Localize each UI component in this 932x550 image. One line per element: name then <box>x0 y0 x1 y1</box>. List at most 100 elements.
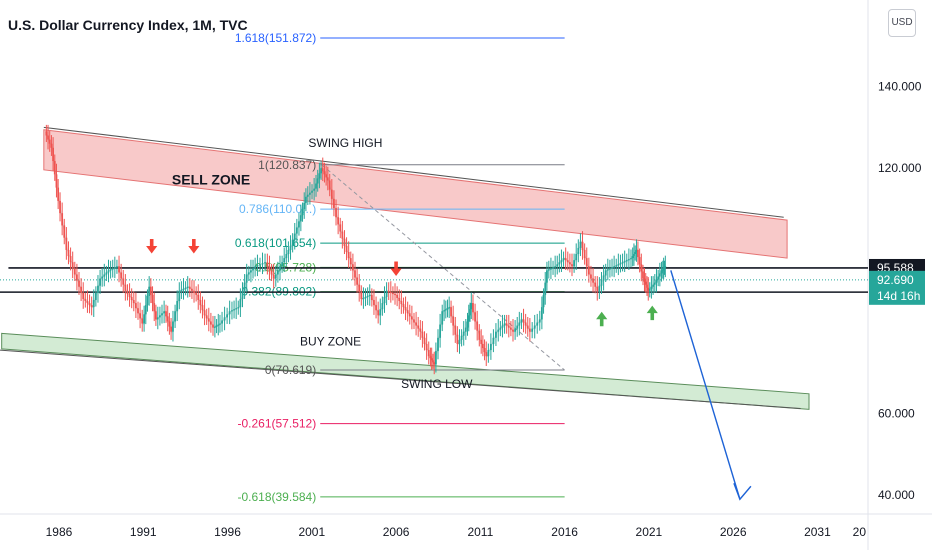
candle-body <box>590 274 592 279</box>
sell-zone <box>43 129 788 259</box>
candle-body <box>544 282 547 295</box>
candle-body <box>402 304 405 308</box>
candle-body <box>638 257 641 265</box>
fib-level-label: -0.261(57.512) <box>237 417 316 431</box>
candle-body <box>354 270 356 278</box>
candle-body <box>349 258 352 265</box>
x-tick-label: 2001 <box>298 525 325 539</box>
candle-body <box>583 249 586 259</box>
candle-body <box>568 262 571 265</box>
candle-body <box>328 180 331 190</box>
candle-body <box>366 295 369 298</box>
candle-body <box>617 264 620 266</box>
candle-body <box>209 321 212 325</box>
candle-body <box>540 307 543 320</box>
candle-body <box>505 323 508 326</box>
candle-body <box>648 288 651 291</box>
candle-body <box>441 311 444 325</box>
candle-body <box>547 269 550 271</box>
x-tick-label: 20 <box>853 525 867 539</box>
projection-line <box>670 270 741 500</box>
candle-body <box>489 343 492 351</box>
candle-body <box>456 334 459 344</box>
candle-body <box>274 274 277 279</box>
candle-body <box>536 322 539 326</box>
candle-body <box>492 337 495 344</box>
candle-body <box>99 278 101 286</box>
candle-body <box>184 287 187 289</box>
candle-body <box>272 274 275 279</box>
candle-body <box>533 325 536 329</box>
candle-body <box>174 311 176 322</box>
candle-body <box>635 249 638 252</box>
candle-body <box>92 300 95 308</box>
price-series-line <box>45 131 667 366</box>
candle-body <box>120 272 123 279</box>
candle-body <box>97 285 99 293</box>
candle-body <box>410 316 413 320</box>
x-tick-label: 1991 <box>130 525 157 539</box>
candle-body <box>254 266 257 269</box>
candle-body <box>425 343 428 351</box>
candle-body <box>231 310 233 312</box>
candle-body <box>295 227 298 234</box>
candle-body <box>554 266 557 268</box>
candle-body <box>203 310 206 316</box>
fib-level-label: 0.618(101.654) <box>235 236 316 250</box>
candle-body <box>309 192 311 195</box>
fib-level-label: -0.618(39.584) <box>237 490 316 504</box>
candle-body <box>65 237 68 250</box>
candle-body <box>101 276 104 279</box>
candle-body <box>368 294 371 297</box>
candle-body <box>94 292 97 301</box>
candle-body <box>128 293 131 297</box>
candle-body <box>472 303 474 313</box>
candle-body <box>552 267 554 269</box>
candle-body <box>396 294 399 298</box>
candle-body <box>542 294 545 308</box>
candle-body <box>330 189 333 199</box>
candle-body <box>439 324 442 338</box>
candle-body <box>199 300 202 306</box>
candle-body <box>197 294 200 301</box>
candle-body <box>276 270 279 275</box>
candle-body <box>233 309 235 311</box>
candle-body <box>52 147 54 162</box>
candle-body <box>501 325 504 328</box>
candle-body <box>213 326 216 328</box>
candle-body <box>118 266 120 273</box>
candle-body <box>480 339 483 344</box>
candle-body <box>663 267 666 269</box>
candle-body <box>526 325 529 329</box>
candle-body <box>634 251 637 255</box>
projection-arrowhead <box>733 483 752 501</box>
candle-body <box>193 290 195 293</box>
candle-body <box>132 300 135 304</box>
candle-body <box>408 313 411 317</box>
candle-body <box>647 287 650 291</box>
candle-body <box>126 290 129 294</box>
candle-body <box>653 282 656 285</box>
last-price-tag: 92.690 <box>877 273 914 287</box>
support-trendline <box>0 349 801 410</box>
candle-body <box>658 273 661 277</box>
candle-body <box>627 259 630 261</box>
candle-body <box>413 319 415 323</box>
candle-body <box>215 325 218 327</box>
candle-body <box>643 278 646 282</box>
candle-body <box>347 251 350 259</box>
candle-body <box>495 331 497 338</box>
candle-body <box>485 352 488 357</box>
candle-body <box>516 325 519 329</box>
candle-body <box>345 245 348 252</box>
x-tick-label: 2011 <box>467 525 493 539</box>
candle-body <box>594 282 597 287</box>
candle-body <box>604 270 607 276</box>
candle-body <box>483 348 486 353</box>
currency-button[interactable]: USD <box>888 9 916 37</box>
down-arrow-icon <box>146 238 158 254</box>
candle-body <box>313 188 316 191</box>
candle-body <box>339 224 342 232</box>
candle-body <box>143 314 146 324</box>
